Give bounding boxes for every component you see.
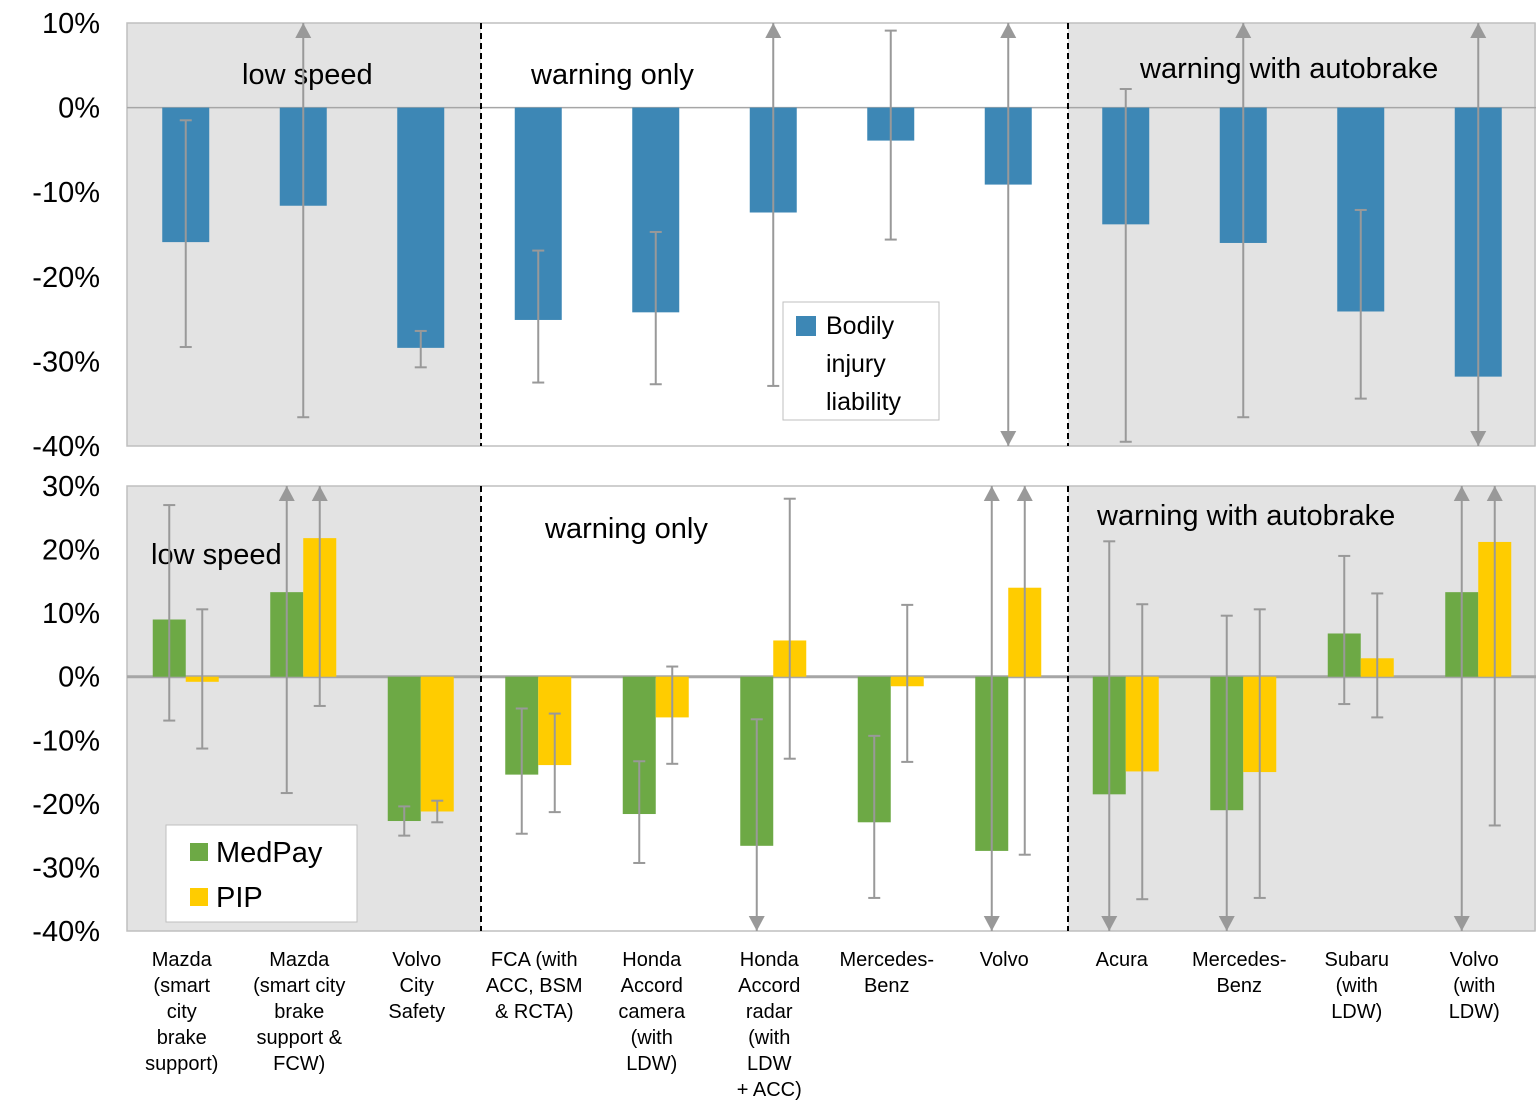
x-tick-label: Safety [388, 1001, 445, 1023]
y-tick-label: 0% [58, 662, 100, 694]
error-arrow-down [1101, 916, 1118, 931]
group-label: low speed [151, 539, 282, 571]
plot-border [126, 485, 1536, 932]
x-tick-label: City [400, 975, 434, 997]
x-tick-label: radar [746, 1001, 793, 1023]
x-tick-label: Honda [740, 949, 800, 971]
x-tick-label: Mercedes- [840, 949, 934, 971]
legend-label: injury [826, 350, 886, 378]
x-tick-label: (with [631, 1027, 673, 1049]
x-tick-label: (smart [153, 975, 210, 997]
y-tick-label: -40% [32, 916, 100, 948]
x-tick-label: Benz [1216, 975, 1262, 997]
x-tick-label: & RCTA) [495, 1001, 574, 1023]
bar [420, 676, 454, 812]
x-tick-label: city [167, 1001, 197, 1023]
x-tick-label: brake [274, 1001, 324, 1023]
y-tick-label: -40% [32, 431, 100, 463]
x-tick-label: brake [157, 1027, 207, 1049]
x-tick-label: Acura [1096, 949, 1149, 971]
x-tick-label: FCA (with [491, 949, 578, 971]
x-tick-label: Honda [622, 949, 682, 971]
x-tick-label: (with [1453, 975, 1495, 997]
error-arrow-down [1453, 916, 1470, 931]
error-arrow-up [1486, 486, 1503, 501]
y-tick-label: -20% [32, 262, 100, 294]
group-label: warning with autobrake [1096, 500, 1395, 532]
error-arrow-down [748, 916, 765, 931]
y-tick-label: -30% [32, 346, 100, 378]
x-tick-label: LDW) [1449, 1001, 1500, 1023]
y-tick-label: -10% [32, 177, 100, 209]
y-tick-label: 0% [58, 93, 100, 125]
error-arrow-up [1470, 23, 1487, 38]
legend-swatch-bodily-injury [796, 316, 816, 336]
group-label: warning only [544, 513, 708, 545]
error-arrow-up [1000, 23, 1017, 38]
x-tick-label: Volvo [392, 949, 441, 971]
x-tick-label: Mercedes- [1192, 949, 1286, 971]
plot-border [126, 22, 1536, 447]
x-tick-label: (with [1336, 975, 1378, 997]
error-arrow-up [278, 486, 295, 501]
group-label: warning only [530, 59, 694, 91]
y-tick-label: 30% [42, 471, 100, 503]
x-tick-label: (with [748, 1027, 790, 1049]
legend-swatch-pip [190, 888, 208, 906]
legend-label: liability [826, 388, 902, 416]
y-tick-label: 20% [42, 535, 100, 567]
x-tick-label: support) [145, 1053, 218, 1075]
x-tick-label: Accord [621, 975, 683, 997]
x-tick-label: Subaru [1325, 949, 1390, 971]
y-tick-label: -20% [32, 789, 100, 821]
x-tick-label: Accord [738, 975, 800, 997]
bodily-injury-panel: 10% 0% -10% -20% -30% -40% low speed warning on… [32, 8, 1536, 463]
error-arrow-down [1000, 431, 1017, 446]
error-arrow-up [295, 23, 312, 38]
error-arrow-up [765, 23, 782, 38]
bar [387, 676, 421, 822]
y-tick-label: 10% [42, 598, 100, 630]
bar [397, 107, 445, 348]
x-tick-label: LDW [747, 1053, 792, 1075]
x-tick-label: Volvo [1450, 949, 1499, 971]
x-tick-label: ACC, BSM [486, 975, 583, 997]
x-tick-label: (smart city [253, 975, 345, 997]
x-tick-label: + ACC) [737, 1079, 802, 1101]
group-label: warning with autobrake [1139, 53, 1438, 85]
error-arrow-up [1453, 486, 1470, 501]
y-tick-label: -30% [32, 852, 100, 884]
error-arrow-down [983, 916, 1000, 931]
medpay-pip-panel: 30% 20% 10% 0% -10% -20% -30% -40% low speed warn… [32, 471, 1536, 1101]
error-arrow-up [1235, 23, 1252, 38]
y-tick-label: 10% [42, 8, 100, 40]
x-tick-label: Mazda [269, 949, 330, 971]
x-tick-label: support & [256, 1027, 342, 1049]
x-tick-label: camera [618, 1001, 686, 1023]
legend-label-pip: PIP [216, 882, 263, 914]
x-tick-label: Mazda [152, 949, 213, 971]
x-tick-label: Benz [864, 975, 910, 997]
x-tick-label: LDW) [626, 1053, 677, 1075]
legend-label-medpay: MedPay [216, 837, 323, 869]
error-arrow-up [983, 486, 1000, 501]
error-arrow-down [1218, 916, 1235, 931]
error-arrow-up [1016, 486, 1033, 501]
legend-swatch-medpay [190, 843, 208, 861]
error-arrow-up [311, 486, 328, 501]
legend-label: Bodily [826, 312, 895, 340]
y-tick-label: -10% [32, 725, 100, 757]
x-tick-label: LDW) [1331, 1001, 1382, 1023]
error-arrow-down [1470, 431, 1487, 446]
group-label: low speed [242, 59, 373, 91]
x-tick-label: FCW) [273, 1053, 325, 1075]
x-tick-label: Volvo [980, 949, 1029, 971]
